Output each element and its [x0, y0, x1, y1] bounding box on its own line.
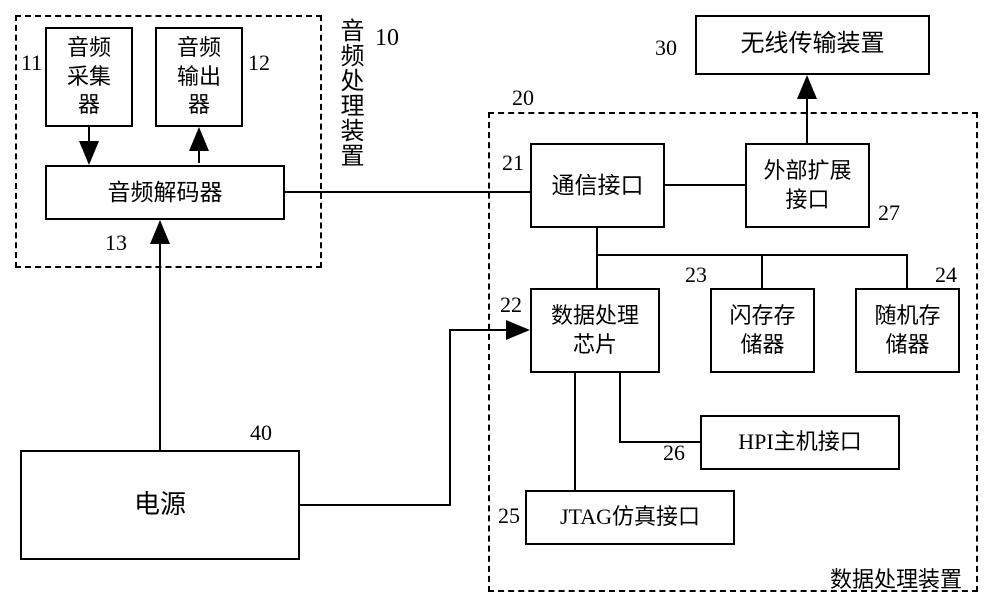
label-24: 24 [935, 262, 957, 288]
label-11: 11 [21, 50, 42, 76]
label-10: 10 [375, 25, 399, 52]
group-audio-label: 音频处理装置 [332, 18, 367, 168]
node-audio-decoder: 音频解码器 [45, 165, 285, 220]
label-22: 22 [500, 292, 522, 318]
label-27: 27 [878, 200, 900, 226]
node-dsp-chip: 数据处理芯片 [530, 288, 660, 373]
node-flash: 闪存存储器 [710, 288, 815, 373]
node-wireless: 无线传输装置 [695, 15, 930, 75]
label-23: 23 [685, 262, 707, 288]
node-audio-output: 音频输出器 [155, 27, 243, 127]
node-ram: 随机存储器 [855, 288, 960, 373]
node-ext-interface: 外部扩展接口 [745, 143, 870, 228]
node-hpi: HPI主机接口 [700, 415, 900, 470]
label-26: 26 [663, 440, 685, 466]
node-jtag: JTAG仿真接口 [525, 490, 735, 545]
diagram-canvas: 音频处理装置 音频采集器 音频输出器 音频解码器 电源 [0, 0, 1000, 598]
node-audio-collector: 音频采集器 [45, 27, 133, 127]
label-20: 20 [512, 85, 534, 111]
label-12: 12 [248, 50, 270, 76]
label-21: 21 [502, 150, 524, 176]
label-25: 25 [498, 503, 520, 529]
label-13: 13 [105, 230, 127, 256]
node-comm-interface: 通信接口 [530, 143, 665, 228]
label-40: 40 [250, 420, 272, 446]
label-30: 30 [655, 35, 677, 61]
node-power: 电源 [20, 450, 300, 560]
label-data-device: 数据处理装置 [830, 562, 962, 594]
